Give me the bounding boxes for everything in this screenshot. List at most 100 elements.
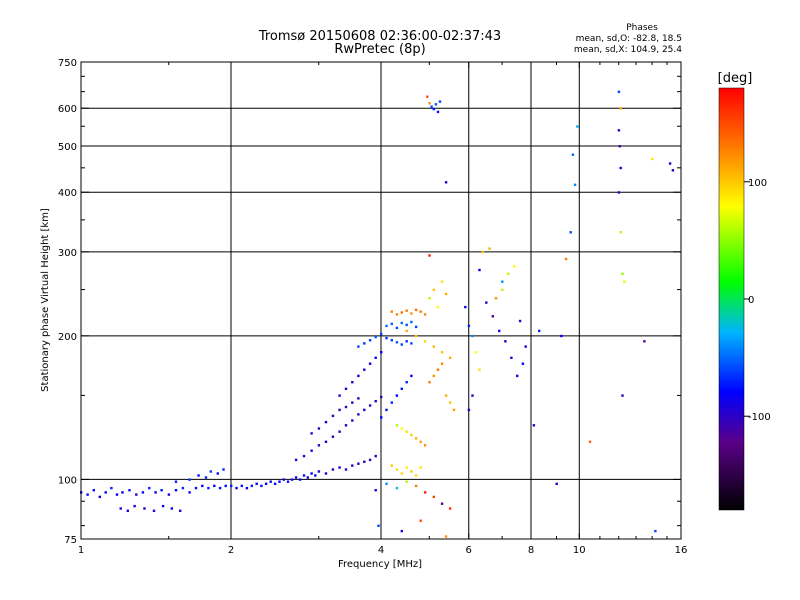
data-point (380, 395, 383, 399)
data-point (250, 484, 253, 488)
data-point (428, 254, 431, 257)
x-tick-label: 8 (528, 545, 534, 556)
data-point (306, 476, 309, 479)
x-tick-label: 6 (466, 545, 472, 556)
y-tick-label: 200 (58, 332, 77, 343)
stats-x-mode: mean, sd,X: 104.9, 25.4 (574, 45, 682, 55)
data-point (260, 484, 263, 488)
data-point (324, 440, 328, 443)
y-tick-label: 300 (58, 248, 77, 259)
data-point (432, 345, 435, 348)
data-point (154, 491, 157, 494)
data-point (390, 310, 393, 313)
data-point (395, 468, 399, 471)
grid-lines (81, 62, 681, 539)
data-point (488, 247, 491, 250)
data-point (390, 322, 393, 326)
data-point (405, 430, 408, 433)
data-point (440, 280, 444, 283)
data-point (485, 301, 488, 304)
data-point (302, 474, 306, 477)
data-point (390, 464, 393, 467)
data-point (380, 351, 383, 354)
data-point (428, 102, 431, 105)
data-point (621, 272, 624, 275)
data-point (314, 474, 317, 477)
data-point (501, 280, 504, 283)
data-point (623, 280, 626, 283)
data-point (351, 381, 354, 384)
data-point (390, 339, 393, 342)
data-point (224, 484, 227, 488)
data-point (255, 482, 258, 485)
data-point (331, 435, 335, 438)
data-point (278, 480, 281, 483)
data-point (668, 162, 672, 165)
data-point (569, 231, 572, 234)
data-point (619, 107, 622, 110)
data-point (432, 495, 435, 499)
data-point (368, 404, 372, 407)
data-point (213, 484, 216, 488)
x-tick-label: 1 (78, 545, 84, 556)
data-point (395, 313, 399, 316)
data-point (385, 408, 388, 412)
data-point (324, 472, 328, 475)
data-point (619, 166, 622, 170)
data-point (374, 356, 377, 359)
data-point (351, 401, 354, 404)
data-point (400, 321, 403, 325)
data-point (357, 345, 360, 348)
data-point (419, 310, 422, 313)
data-point (363, 460, 366, 463)
data-point (119, 507, 122, 510)
data-point (414, 334, 418, 338)
data-point (471, 394, 474, 397)
data-point (395, 394, 399, 397)
chart-subtitle: RwPretec (8p) (334, 42, 425, 57)
data-point (374, 335, 377, 339)
x-tick-label: 4 (378, 545, 384, 556)
data-point (440, 351, 444, 354)
data-point (588, 440, 592, 443)
data-point (501, 288, 504, 291)
data-point (390, 401, 393, 404)
data-point (351, 419, 354, 422)
data-point (179, 509, 182, 512)
data-point (161, 504, 165, 508)
data-point (302, 454, 306, 458)
data-point (617, 90, 621, 93)
data-point (400, 427, 403, 430)
data-point (385, 482, 388, 485)
data-point (560, 334, 563, 338)
data-point (400, 311, 403, 314)
data-point (338, 430, 341, 433)
x-tick-label: 2 (228, 545, 234, 556)
colorbar-tick-label: -100 (748, 412, 771, 423)
data-point (440, 362, 444, 365)
data-point (498, 329, 501, 333)
colorbar-unit: [deg] (718, 71, 753, 86)
data-point (204, 476, 208, 479)
data-point (181, 486, 185, 490)
data-point (434, 103, 438, 106)
data-point (538, 329, 541, 333)
data-point (344, 387, 348, 390)
data-point (504, 340, 507, 343)
data-point (573, 183, 577, 186)
data-point (121, 491, 124, 494)
data-point (167, 493, 171, 496)
data-point (555, 482, 558, 485)
data-point (654, 529, 657, 533)
data-point (521, 362, 525, 365)
data-point (264, 482, 268, 485)
data-point (410, 374, 413, 378)
data-point (436, 305, 440, 309)
data-point (174, 489, 178, 492)
data-point (374, 400, 377, 403)
data-point (160, 489, 163, 492)
data-point (532, 424, 536, 427)
data-point (571, 153, 575, 156)
data-point (478, 368, 481, 371)
data-point (188, 491, 191, 494)
